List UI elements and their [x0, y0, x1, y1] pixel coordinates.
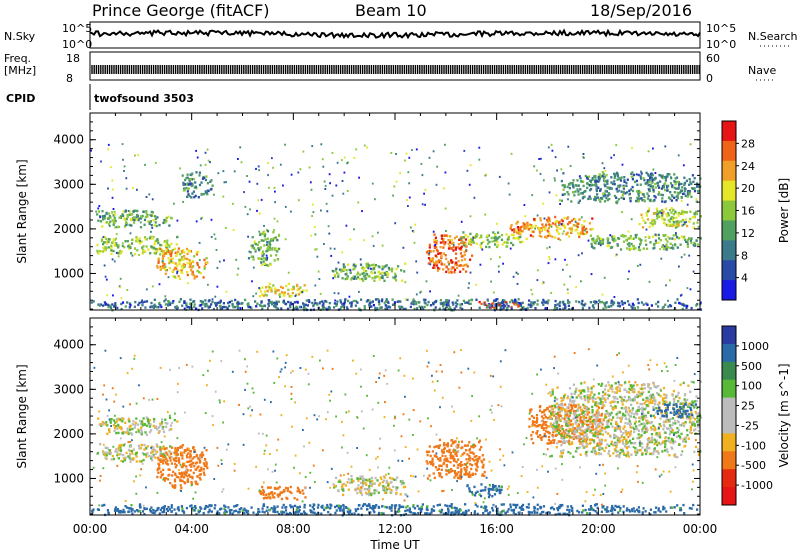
- velocity-region-6: [466, 483, 503, 499]
- power-region-6: [332, 262, 407, 282]
- power-region-8: [459, 231, 524, 249]
- power-ytick-label-0: 1000: [53, 266, 84, 280]
- xtick-label-2: 08:00: [276, 522, 311, 536]
- power-sparse-cells: [90, 143, 700, 302]
- power-ytick-label-3: 4000: [53, 133, 84, 147]
- radar-title: Prince George (fitACF): [92, 1, 270, 20]
- power-region-11: [638, 207, 702, 229]
- velocity-region-3: [258, 485, 307, 501]
- freq-unit-label: [MHz]: [4, 64, 37, 77]
- power-region-1: [96, 235, 179, 256]
- time-xlabel: Time UT: [369, 538, 420, 552]
- nave-top-tick: 60: [706, 52, 720, 65]
- velocity-ylabel: Slant Range [km]: [15, 364, 29, 468]
- nsearch-bottom-tick: 10^0: [706, 38, 737, 51]
- nsky-bottom-tick: 10^0: [62, 38, 93, 51]
- velocity-ytick-label-0: 1000: [53, 471, 84, 485]
- nsky-trace: [89, 28, 701, 40]
- power-ylabel: Slant Range [km]: [15, 159, 29, 263]
- xtick-label-1: 04:00: [174, 522, 209, 536]
- nsky-panel-frame: [89, 21, 701, 49]
- velocity-region-9: [650, 403, 697, 419]
- freq-trace: [91, 65, 700, 74]
- velocity-ytick-label-2: 3000: [53, 382, 84, 396]
- power-region-12: [560, 171, 702, 205]
- velocity-colorbar-tick-5: -100: [741, 439, 766, 452]
- velocity-colorbar-tick-1: 500: [741, 360, 762, 373]
- velocity-region-2: [156, 444, 209, 490]
- xtick-label-6: 00:00: [683, 522, 718, 536]
- velocity-region-5: [425, 438, 486, 480]
- velocity-region-8: [547, 380, 703, 459]
- beam-title: Beam 10: [355, 1, 427, 20]
- velocity-colorbar-label: Velocity [m s^-1]: [777, 363, 791, 467]
- velocity-data-cells: [91, 380, 703, 517]
- power-panel: 1000 2000 3000 4000 Slant Range [km] 4 8 12 16 20…: [15, 112, 791, 312]
- power-colorbar-tick-2: 12: [741, 227, 755, 240]
- power-ytick-label-2: 3000: [53, 177, 84, 191]
- freq-panel-frame: [89, 51, 701, 81]
- power-data-cells: [90, 171, 703, 312]
- velocity-ytick-label-1: 2000: [53, 427, 84, 441]
- velocity-colorbar-tick-4: -25: [741, 419, 759, 432]
- xtick-label-4: 16:00: [479, 522, 514, 536]
- velocity-colorbar-tick-2: 100: [741, 380, 762, 393]
- cpid-value: twofsound 3503: [94, 92, 194, 105]
- velocity-panel: 1000 2000 3000 4000 Slant Range [km] 00:00 04:…: [15, 317, 791, 552]
- power-colorbar-tick-3: 16: [741, 205, 755, 218]
- velocity-ytick-label-3: 4000: [53, 338, 84, 352]
- velocity-colorbar-tick-6: -500: [741, 459, 766, 472]
- power-colorbar-tick-1: 8: [741, 249, 748, 262]
- power-colorbar-tick-4: 20: [741, 182, 755, 195]
- nsearch-label: N.Search: [748, 30, 798, 43]
- power-region-9: [509, 215, 594, 241]
- nsearch-top-tick: 10^5: [706, 22, 737, 35]
- power-colorbar-label: Power [dB]: [777, 178, 791, 243]
- velocity-region-4: [332, 475, 408, 497]
- power-colorbar-tick-6: 28: [741, 137, 755, 150]
- nave-bottom-tick: 0: [706, 72, 713, 85]
- velocity-colorbar-tick-0: 1000: [741, 340, 769, 353]
- power-region-2: [156, 247, 209, 280]
- date-title: 18/Sep/2016: [590, 1, 693, 20]
- power-ytick-label-1: 2000: [53, 222, 84, 236]
- cpid-label: CPID: [6, 92, 36, 105]
- velocity-sparse-cells: [92, 348, 700, 507]
- power-region-10: [589, 233, 702, 252]
- nsky-top-tick: 10^5: [62, 22, 93, 35]
- power-region-4: [247, 228, 281, 267]
- xtick-label-3: 12:00: [378, 522, 413, 536]
- power-region-0: [96, 209, 173, 229]
- power-region-7: [425, 233, 474, 274]
- freq-label: Freq.: [4, 52, 32, 65]
- power-region-5: [258, 282, 308, 298]
- xtick-label-0: 00:00: [73, 522, 108, 536]
- velocity-colorbar: 1000 500 100 25 -25 -100 -500 -1000 Velocity [m …: [721, 325, 791, 506]
- velocity-colorbar-tick-3: 25: [741, 400, 755, 413]
- power-colorbar-tick-0: 4: [741, 272, 748, 285]
- xtick-label-5: 20:00: [581, 522, 616, 536]
- freq-bottom-tick: 8: [66, 72, 73, 85]
- power-colorbar-tick-5: 24: [741, 160, 755, 173]
- freq-top-tick: 18: [66, 52, 80, 65]
- velocity-colorbar-tick-7: -1000: [741, 479, 773, 492]
- nsky-label: N.Sky: [4, 30, 36, 43]
- power-region-3: [181, 171, 214, 199]
- power-colorbar: 4 8 12 16 20 24 28 Power [dB]: [721, 120, 791, 301]
- nave-label: Nave: [748, 64, 777, 77]
- velocity-region-0: [97, 416, 179, 436]
- power-region-14: [90, 298, 703, 312]
